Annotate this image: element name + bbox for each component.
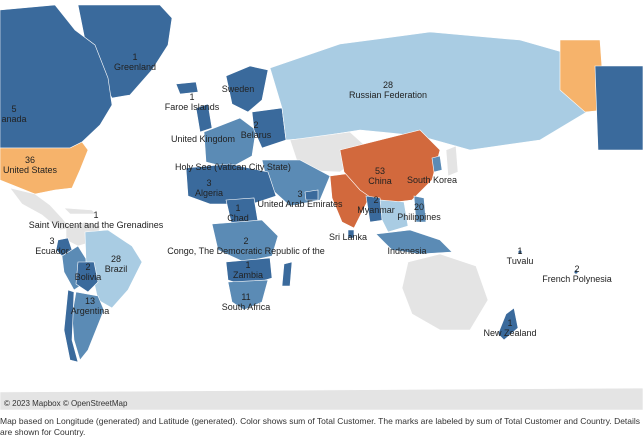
map-label-saint-vincent: 1 Saint Vincent and the Grenadines	[28, 210, 164, 230]
world-map[interactable]: 1 Greenland 5 anada 36 United States 1 Faroe…	[0, 0, 643, 410]
map-label-sweden: Sweden	[221, 84, 255, 94]
region-caribbean	[63, 207, 97, 215]
map-label-argentina: 13 Argentina	[70, 296, 110, 316]
map-label-tuvalu: 1 Tuvalu	[506, 246, 534, 266]
map-label-holy-see: Holy See (Vatican City State)	[175, 162, 291, 172]
country-japan	[445, 145, 459, 177]
map-label-sri-lanka: Sri Lanka	[328, 232, 368, 242]
map-label-south-korea: South Korea	[406, 175, 458, 185]
country-belarus[interactable]	[251, 107, 287, 149]
country-australia	[401, 253, 489, 331]
map-label-greenland: 1 Greenland	[113, 52, 157, 72]
country-philippines[interactable]	[413, 195, 427, 223]
map-label-congo: 2 Congo, The Democratic Republic of the	[167, 236, 325, 256]
country-china[interactable]	[339, 129, 441, 205]
map-label-algeria: 3 Algeria	[194, 178, 224, 198]
map-label-united-kingdom: United Kingdom	[170, 134, 236, 144]
country-congo[interactable]	[211, 219, 279, 263]
region-western-europe	[203, 117, 257, 169]
map-label-canada: 5 anada	[1, 104, 27, 124]
country-uae[interactable]	[304, 189, 319, 201]
country-new-zealand[interactable]	[497, 307, 519, 341]
country-south-africa[interactable]	[227, 279, 269, 311]
country-russia[interactable]	[269, 31, 591, 151]
country-french-polynesia[interactable]	[574, 270, 578, 274]
map-label-ecuador: 3 Ecuador	[35, 236, 69, 256]
country-united-kingdom[interactable]	[195, 103, 213, 133]
map-attribution[interactable]: © 2023 Mapbox © OpenStreetMap	[4, 399, 128, 408]
map-label-philippines: 20 Philippines	[397, 202, 441, 222]
map-label-new-zealand: 1 New Zealand	[483, 318, 537, 338]
map-label-belarus: 2 Belarus	[240, 120, 272, 140]
country-united-states[interactable]	[0, 141, 89, 195]
map-canvas	[0, 4, 643, 410]
country-chile	[63, 289, 79, 363]
map-label-uae: 3 United Arab Emirates	[257, 189, 343, 209]
map-label-united-states: 36 United States	[2, 155, 58, 175]
map-label-brazil: 28 Brazil	[104, 254, 128, 274]
map-label-indonesia: Indonesia	[387, 246, 427, 256]
country-tuvalu[interactable]	[518, 250, 522, 254]
map-label-bolivia: 2 Bolivia	[74, 262, 102, 282]
map-label-myanmar: 2 Myanmar	[357, 195, 395, 215]
region-southeast-asia	[379, 199, 409, 233]
country-sweden[interactable]	[225, 65, 269, 113]
country-iceland	[175, 81, 199, 95]
country-sri-lanka[interactable]	[347, 229, 355, 239]
country-south-korea[interactable]	[431, 155, 443, 173]
region-antarctica	[0, 387, 643, 410]
country-madagascar	[281, 261, 293, 287]
country-bolivia[interactable]	[75, 261, 99, 293]
map-label-french-polynesia: 2 French Polynesia	[542, 264, 612, 284]
country-canada-east	[594, 65, 643, 151]
map-caption: Map based on Longitude (generated) and L…	[0, 416, 641, 437]
map-label-china: 53 China	[368, 166, 392, 186]
country-alaska	[559, 39, 606, 113]
map-label-russia: 28 Russian Federation	[348, 80, 428, 100]
map-label-zambia: 1 Zambia	[232, 260, 264, 280]
map-label-faroe-islands: 1 Faroe Islands	[164, 92, 220, 112]
region-north-africa	[185, 163, 277, 205]
map-label-chad: 1 Chad	[227, 203, 249, 223]
map-label-south-africa: 11 South Africa	[221, 292, 271, 312]
country-indonesia[interactable]	[375, 229, 453, 255]
